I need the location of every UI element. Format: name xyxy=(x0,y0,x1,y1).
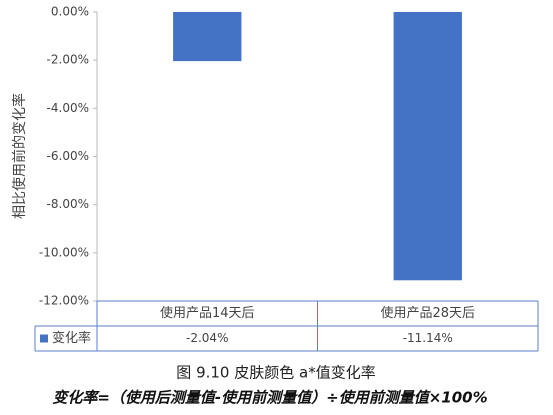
data-label: -2.04% xyxy=(186,331,228,345)
y-tick-label: -8.00% xyxy=(47,197,89,211)
y-tick-label: -4.00% xyxy=(47,101,89,115)
bar xyxy=(173,12,242,62)
bar xyxy=(393,12,462,281)
x-tick-label: 使用产品28天后 xyxy=(380,305,475,321)
y-tick-label: -2.00% xyxy=(47,53,89,67)
legend-label: 变化率 xyxy=(52,330,91,346)
data-label: -11.14% xyxy=(403,331,453,345)
legend-swatch xyxy=(40,334,48,343)
formula: 变化率=（使用后测量值-使用前测量值）÷使用前测量值×100% xyxy=(52,389,487,407)
x-tick-label: 使用产品14天后 xyxy=(160,305,255,321)
y-tick-label: -10.00% xyxy=(39,245,89,259)
y-tick-label: 0.00% xyxy=(51,5,89,19)
y-tick-label: -12.00% xyxy=(39,294,89,308)
y-tick-label: -6.00% xyxy=(47,149,89,163)
caption: 图 9.10 皮肤颜色 a*值变化率 xyxy=(176,364,375,382)
y-axis-label: 相比使用前的变化率 xyxy=(11,93,28,219)
